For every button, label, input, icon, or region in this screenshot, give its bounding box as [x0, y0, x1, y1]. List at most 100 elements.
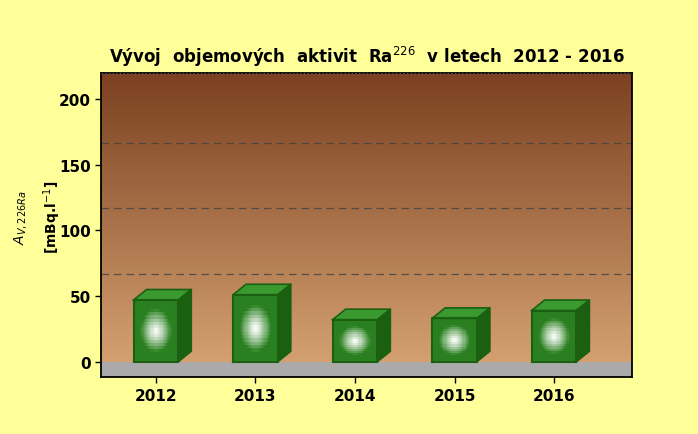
Polygon shape — [437, 325, 438, 327]
Polygon shape — [263, 358, 265, 362]
Polygon shape — [574, 316, 575, 319]
Polygon shape — [257, 305, 258, 309]
Polygon shape — [361, 349, 362, 352]
Polygon shape — [364, 352, 365, 353]
Polygon shape — [161, 319, 163, 322]
Polygon shape — [445, 360, 447, 362]
Polygon shape — [248, 352, 250, 355]
Polygon shape — [345, 337, 346, 339]
Polygon shape — [363, 358, 364, 360]
Polygon shape — [170, 331, 172, 334]
Polygon shape — [369, 337, 371, 339]
Polygon shape — [463, 323, 465, 325]
Bar — [101, 85, 632, 86]
Polygon shape — [545, 342, 547, 344]
Polygon shape — [459, 355, 460, 358]
Polygon shape — [558, 344, 560, 346]
Polygon shape — [363, 341, 364, 343]
Polygon shape — [376, 337, 378, 339]
Polygon shape — [165, 319, 166, 322]
Polygon shape — [475, 323, 476, 325]
Polygon shape — [335, 349, 336, 352]
Polygon shape — [362, 353, 363, 355]
Polygon shape — [251, 325, 252, 329]
Polygon shape — [541, 319, 542, 321]
Polygon shape — [560, 313, 562, 316]
Polygon shape — [356, 341, 357, 343]
Polygon shape — [463, 349, 465, 351]
Polygon shape — [562, 316, 563, 319]
Polygon shape — [147, 306, 148, 309]
Bar — [101, 123, 632, 124]
Polygon shape — [161, 309, 163, 312]
Polygon shape — [164, 356, 165, 359]
Polygon shape — [175, 300, 176, 303]
Polygon shape — [469, 347, 470, 349]
Polygon shape — [439, 329, 440, 332]
Polygon shape — [175, 309, 176, 312]
Polygon shape — [262, 319, 263, 322]
Polygon shape — [359, 335, 361, 337]
Polygon shape — [163, 353, 164, 356]
Polygon shape — [133, 337, 135, 340]
Polygon shape — [536, 349, 537, 352]
Bar — [101, 197, 632, 199]
Polygon shape — [243, 312, 244, 315]
Bar — [101, 135, 632, 136]
Polygon shape — [375, 355, 376, 358]
Polygon shape — [271, 312, 272, 315]
Polygon shape — [153, 316, 154, 319]
Polygon shape — [443, 355, 445, 358]
Polygon shape — [434, 360, 436, 362]
Bar — [101, 244, 632, 245]
Polygon shape — [574, 311, 575, 313]
Polygon shape — [473, 345, 475, 347]
Polygon shape — [271, 332, 272, 335]
Polygon shape — [276, 335, 278, 339]
Polygon shape — [570, 324, 571, 326]
Polygon shape — [563, 352, 564, 354]
Polygon shape — [251, 302, 252, 305]
Polygon shape — [156, 325, 157, 328]
Polygon shape — [541, 331, 542, 334]
Bar — [101, 77, 632, 78]
Polygon shape — [369, 353, 371, 355]
Polygon shape — [459, 345, 460, 347]
Polygon shape — [552, 319, 553, 321]
Polygon shape — [451, 336, 452, 338]
Polygon shape — [144, 316, 146, 319]
Polygon shape — [165, 309, 166, 312]
Polygon shape — [434, 321, 436, 323]
Polygon shape — [175, 349, 176, 353]
Polygon shape — [542, 326, 543, 329]
Bar — [101, 131, 632, 132]
Polygon shape — [138, 303, 139, 306]
Polygon shape — [369, 320, 371, 322]
Polygon shape — [341, 322, 343, 324]
Polygon shape — [459, 329, 460, 332]
Polygon shape — [553, 349, 554, 352]
Polygon shape — [250, 315, 251, 319]
Polygon shape — [564, 319, 565, 321]
Polygon shape — [456, 355, 458, 358]
Polygon shape — [174, 346, 175, 349]
Polygon shape — [272, 305, 274, 309]
Polygon shape — [366, 326, 367, 329]
Polygon shape — [549, 344, 551, 346]
Polygon shape — [177, 343, 179, 346]
Polygon shape — [248, 332, 250, 335]
Polygon shape — [547, 331, 549, 334]
Bar — [101, 199, 632, 200]
Bar — [101, 235, 632, 236]
Polygon shape — [373, 329, 374, 330]
Polygon shape — [175, 303, 176, 306]
Polygon shape — [365, 329, 366, 330]
Polygon shape — [462, 340, 463, 342]
Polygon shape — [564, 311, 565, 313]
Polygon shape — [276, 329, 278, 332]
Polygon shape — [355, 332, 356, 335]
Bar — [101, 353, 632, 354]
Polygon shape — [261, 352, 262, 355]
Polygon shape — [335, 326, 336, 329]
Polygon shape — [345, 347, 346, 349]
